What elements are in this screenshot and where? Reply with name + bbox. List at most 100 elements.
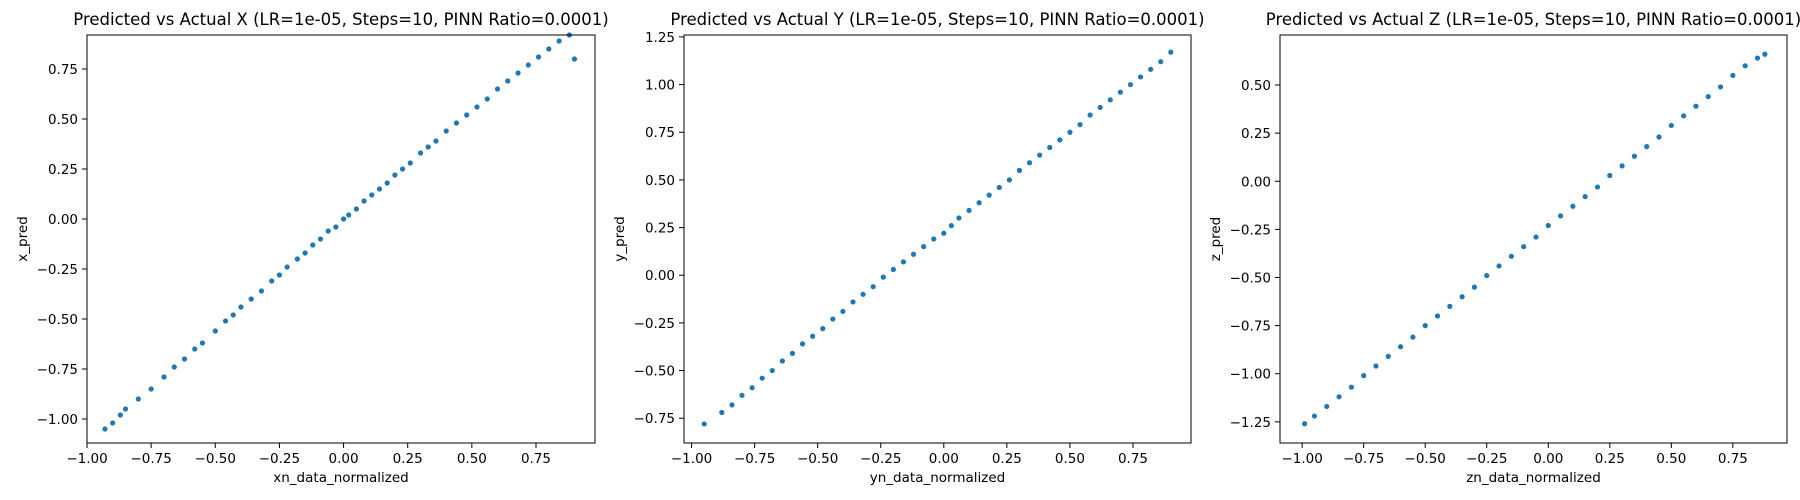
y-axis-label: z_pred — [1208, 217, 1224, 262]
scatter-point — [1582, 194, 1588, 200]
scatter-point — [830, 316, 836, 322]
scatter-points — [102, 32, 578, 432]
scatter-point — [407, 160, 413, 166]
x-tick-label: −0.25 — [1466, 451, 1507, 467]
x-tick-label: 0.00 — [329, 451, 359, 467]
scatter-point — [135, 396, 141, 402]
scatter-point — [769, 367, 775, 374]
scatter-point — [976, 200, 982, 206]
scatter-point — [515, 70, 521, 76]
x-tick-label: 0.00 — [929, 451, 959, 467]
scatter-point — [1336, 394, 1342, 400]
scatter-point — [571, 56, 578, 62]
y-tick-label: −0.25 — [634, 316, 675, 332]
scatter-point — [966, 207, 972, 214]
scatter-point — [749, 385, 755, 391]
scatter-point — [102, 426, 108, 432]
scatter-point — [333, 224, 339, 230]
x-tick-label: 0.25 — [1595, 451, 1625, 467]
scatter-point — [986, 192, 992, 198]
scatter-point — [1594, 184, 1601, 190]
scatter-point — [433, 138, 439, 144]
scatter-point — [212, 328, 218, 334]
scatter-point — [1373, 363, 1379, 369]
scatter-point — [248, 296, 254, 302]
x-tick-label: −0.75 — [734, 451, 775, 467]
scatter-point — [1302, 421, 1308, 427]
scatter-point — [1754, 55, 1761, 61]
scatter-point — [294, 256, 300, 262]
scatter-point — [860, 291, 866, 297]
x-tick-label: −0.50 — [1405, 451, 1446, 467]
scatter-point — [258, 288, 265, 294]
scatter-point — [1459, 294, 1465, 300]
y-tick-label: −0.75 — [1230, 319, 1271, 335]
y-tick-label: 1.00 — [645, 78, 675, 94]
scatter-point — [181, 356, 188, 362]
scatter-point — [1047, 144, 1053, 151]
scatter-points — [701, 49, 1174, 427]
x-tick-label: 0.50 — [1656, 451, 1686, 467]
scatter-point — [931, 236, 937, 242]
scatter-point — [719, 409, 725, 416]
scatter-point — [171, 364, 177, 370]
scatter-point — [117, 412, 123, 418]
y-tick-label: −1.00 — [37, 412, 78, 428]
scatter-point — [850, 299, 856, 305]
scatter-point — [870, 284, 876, 290]
scatter-point — [1447, 303, 1453, 309]
chart-title: Predicted vs Actual Z (LR=1e-05, Steps=1… — [1266, 10, 1800, 29]
scatter-point — [880, 274, 886, 280]
x-tick-label: 0.00 — [1533, 451, 1563, 467]
scatter-point — [1508, 253, 1514, 259]
scatter-point — [399, 166, 406, 172]
plot-frame — [683, 34, 1192, 444]
scatter-point — [1107, 97, 1113, 103]
scatter-point — [1057, 137, 1063, 143]
scatter-point — [1348, 384, 1354, 390]
scatter-point — [941, 230, 947, 236]
scatter-point — [1087, 112, 1093, 118]
scatter-point — [840, 308, 846, 315]
y-tick-label: −0.75 — [37, 362, 78, 378]
scatter-point — [1067, 129, 1073, 135]
y-tick-label: −1.25 — [1230, 415, 1271, 431]
x-tick-label: −0.25 — [860, 451, 901, 467]
scatter-point — [1644, 144, 1650, 150]
scatter-point — [820, 326, 826, 332]
scatter-point — [1026, 160, 1033, 166]
scatter-point — [1006, 177, 1012, 183]
scatter-point — [1422, 323, 1428, 329]
scatter-point — [1016, 167, 1023, 173]
scatter-point — [376, 186, 383, 192]
x-tick-label: −1.00 — [671, 451, 712, 467]
scatter-point — [302, 250, 308, 256]
scatter-point — [1533, 234, 1539, 240]
x-tick-label: −1.00 — [66, 451, 107, 467]
scatter-point — [1717, 84, 1724, 90]
scatter-point — [729, 402, 735, 408]
scatter-point — [317, 236, 324, 242]
y-tick-label: −0.25 — [37, 262, 78, 278]
scatter-point — [474, 104, 480, 110]
scatter-point — [1631, 153, 1638, 159]
scatter-point — [505, 78, 511, 84]
scatter-point — [1434, 313, 1441, 319]
scatter-point — [1668, 122, 1674, 129]
scatter-point — [1397, 344, 1404, 350]
scatter-point — [417, 150, 424, 156]
scatter-point — [384, 180, 390, 186]
scatter-point — [921, 244, 927, 250]
scatter-point — [1168, 49, 1174, 55]
scatter-point — [453, 120, 460, 126]
x-tick-label: −0.75 — [130, 451, 171, 467]
y-tick-label: 0.00 — [645, 268, 675, 284]
scatter-point — [739, 392, 745, 398]
scatter-point — [1484, 272, 1490, 279]
scatter-point — [110, 420, 116, 426]
scatter-point — [230, 312, 236, 318]
scatter-point — [910, 251, 917, 257]
scatter-point — [900, 259, 907, 265]
scatter-point — [1158, 59, 1164, 65]
scatter-point — [1324, 403, 1330, 410]
